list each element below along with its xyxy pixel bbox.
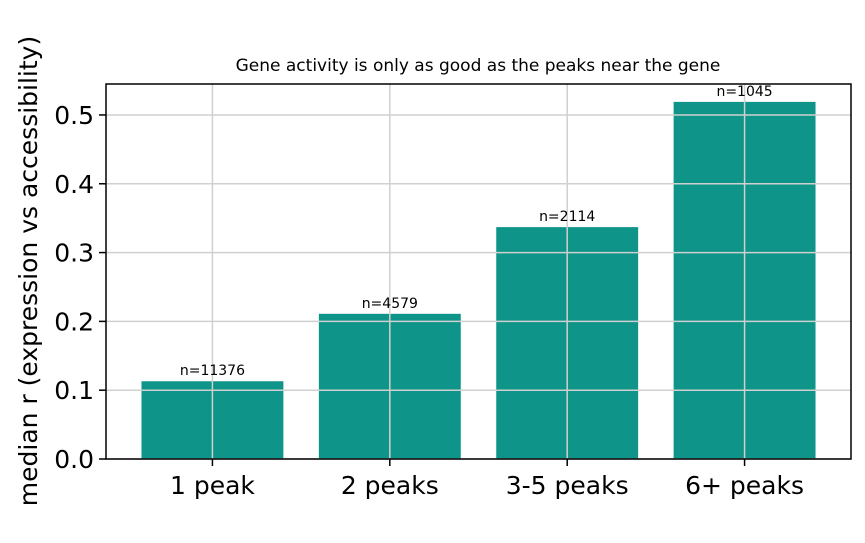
x-tick-label: 2 peaks (341, 471, 439, 500)
y-tick-label: 0.4 (54, 170, 94, 199)
chart-title: Gene activity is only as good as the pea… (236, 56, 721, 76)
y-tick-label: 0.3 (54, 239, 94, 268)
y-tick-label: 0.1 (54, 376, 94, 405)
x-tick-label: 6+ peaks (685, 471, 804, 500)
data-label: n=4579 (362, 296, 418, 312)
y-tick-label: 0.2 (54, 307, 94, 336)
data-label: n=1045 (716, 84, 772, 100)
data-label: n=2114 (539, 209, 595, 225)
plot-area: 0.0 0.1 0.2 0.3 0.4 0.5 1 peak 2 peaks 3-5 peaks… (54, 83, 852, 500)
x-tick-label: 3-5 peaks (506, 471, 629, 500)
y-tick-label: 0.0 (54, 445, 94, 474)
plot-frame (105, 83, 852, 460)
data-label: n=11376 (180, 363, 245, 379)
y-tick-label: 0.5 (54, 101, 94, 130)
x-tick-label: 1 peak (170, 471, 255, 500)
y-axis-title: median r (expression vs accessibility) (14, 36, 43, 506)
